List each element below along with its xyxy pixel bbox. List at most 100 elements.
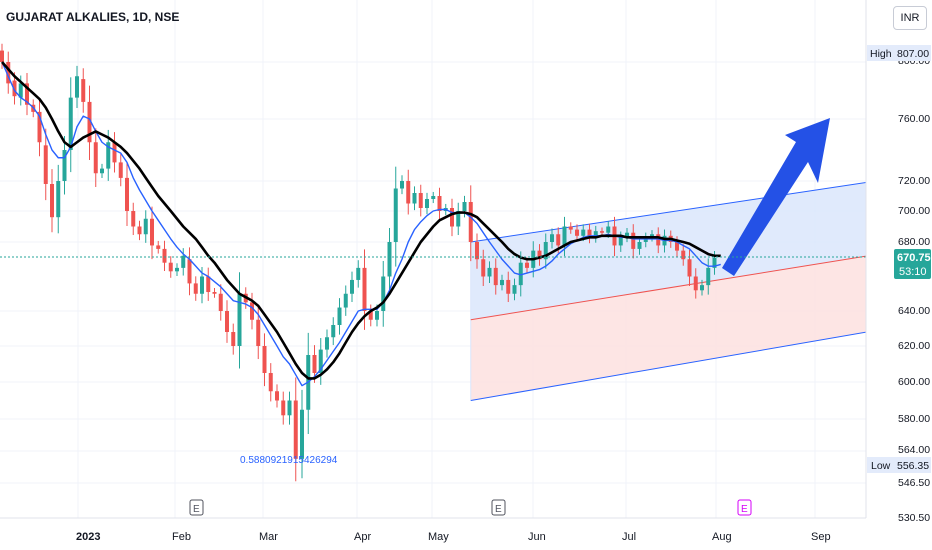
candle-body [156, 245, 161, 249]
candle-body [706, 267, 711, 286]
candle-body [368, 311, 373, 320]
candle-body [106, 142, 111, 169]
candle-body [700, 285, 704, 291]
candle-body [231, 332, 236, 346]
candle-body [168, 262, 173, 272]
candle-body [312, 355, 317, 373]
candle-body [637, 242, 642, 249]
candle-body [625, 232, 629, 238]
candle-body [281, 400, 286, 416]
candle-body [581, 229, 586, 236]
candle-body [518, 262, 523, 286]
candle-body [100, 168, 104, 174]
candle-body [606, 226, 611, 233]
candle-body [206, 276, 211, 293]
candle-body [12, 80, 17, 97]
last-price: 670.75 [897, 252, 931, 264]
candle-body [425, 199, 429, 208]
earnings-marker-upcoming[interactable]: E [737, 499, 752, 516]
earnings-marker[interactable]: E [491, 499, 506, 516]
candle-body [493, 267, 498, 286]
earnings-marker[interactable]: E [189, 499, 204, 516]
candle-body [575, 229, 579, 236]
x-tick: Mar [259, 531, 278, 543]
x-axis[interactable]: 2023 Feb Mar Apr May Jun Jul Aug Sep [0, 517, 866, 543]
y-tick: 640.00 [898, 305, 930, 317]
x-tick: Apr [354, 531, 371, 543]
earnings-label: E [495, 504, 502, 515]
candle-body [537, 250, 542, 260]
earnings-label: E [193, 504, 200, 515]
candle-body [300, 409, 304, 459]
x-tick: 2023 [76, 531, 100, 543]
y-tick: 620.00 [898, 340, 930, 352]
candle-body [150, 218, 154, 246]
candle-body [525, 262, 529, 268]
last-price-badge [894, 249, 931, 279]
x-tick: Feb [172, 531, 191, 543]
candle-body [387, 242, 392, 277]
low-value-bg [893, 457, 931, 473]
channel-upper-fill [470, 172, 932, 320]
candle-body [587, 229, 592, 238]
candle-body [593, 231, 598, 238]
channel-annotation: 0.5880921915426294 [240, 455, 338, 466]
candle-body [331, 325, 336, 338]
candle-body [643, 237, 648, 242]
high-label: High [870, 48, 892, 60]
channel-middle-line [470, 244, 932, 321]
y-tick: 680.00 [898, 236, 930, 248]
candle-body [350, 279, 354, 294]
candle-body [250, 302, 254, 320]
candle-body [618, 237, 623, 246]
candle-body [25, 83, 29, 105]
candle-body [131, 211, 136, 227]
candle-body [600, 231, 604, 233]
candle-body [468, 202, 473, 242]
candle-body [112, 142, 117, 163]
candle-body [0, 50, 4, 62]
y-tick: 564.00 [898, 444, 930, 456]
candle-body [162, 248, 167, 263]
currency-button[interactable]: INR [893, 6, 927, 30]
x-tick: Jun [528, 531, 546, 543]
y-axis[interactable]: 800.00 760.00 720.00 700.00 680.00 640.0… [865, 0, 932, 524]
x-tick: Jul [622, 531, 636, 543]
regression-channel[interactable] [470, 91, 932, 401]
y-tick: 700.00 [898, 205, 930, 217]
candle-body [712, 257, 717, 268]
candle-body [375, 311, 379, 320]
y-tick: 580.00 [898, 413, 930, 425]
earnings-label: E [741, 504, 748, 515]
candle-body [406, 181, 411, 204]
candle-body [187, 259, 192, 284]
candle-body [550, 234, 554, 242]
x-tick: Sep [811, 531, 831, 543]
candle-body [381, 276, 386, 311]
candle-body [412, 193, 417, 204]
candle-body [275, 391, 279, 401]
candle-body [475, 242, 479, 260]
low-label: Low [871, 460, 891, 472]
candle-body [268, 373, 273, 392]
y-tick: 546.50 [898, 477, 930, 489]
high-value: 807.00 [897, 48, 929, 60]
candle-body [175, 267, 179, 272]
candle-body [650, 234, 654, 238]
candle-body [431, 196, 436, 199]
candle-body [681, 250, 686, 260]
ema-slow-line [1, 61, 721, 380]
candle-body [418, 193, 423, 208]
candle-body [356, 267, 361, 280]
forecast-arrow[interactable] [722, 118, 830, 276]
candle-body [562, 226, 567, 246]
channel-lower-fill [470, 245, 932, 401]
forecast-arrow-shape [722, 118, 830, 276]
high-label-bg [867, 45, 893, 61]
candle-body [400, 181, 404, 189]
candle-body [125, 177, 129, 211]
candle-body [481, 259, 486, 277]
candle-body [568, 226, 573, 230]
